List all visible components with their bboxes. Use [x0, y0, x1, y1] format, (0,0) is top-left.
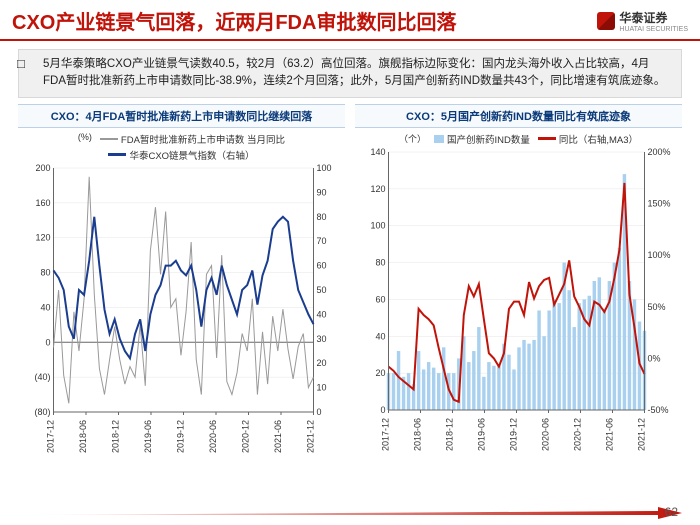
svg-text:90: 90	[317, 187, 327, 197]
svg-text:60: 60	[375, 294, 385, 304]
svg-text:20: 20	[375, 368, 385, 378]
svg-text:2020-12: 2020-12	[241, 420, 251, 453]
svg-text:2018-06: 2018-06	[78, 420, 88, 453]
summary-text: 5月华泰策略CXO产业链景气读数40.5，较2月（63.2）高位回落。旗舰指标边…	[29, 56, 671, 91]
svg-text:0: 0	[317, 407, 322, 417]
chart-right-title: CXO：5月国产创新药IND数量同比有筑底迹象	[355, 104, 682, 128]
svg-text:2020-12: 2020-12	[573, 418, 583, 451]
svg-text:2017-12: 2017-12	[46, 420, 56, 453]
chart-right-legend: （个） 国产创新药IND数量 同比（右轴,MA3）	[355, 132, 682, 146]
svg-text:2017-12: 2017-12	[381, 418, 391, 451]
legend-red: 同比（右轴,MA3）	[538, 132, 638, 146]
charts-row: CXO：4月FDA暂时批准新药上市申请数同比继续回落 (%) FDA暂时批准新药…	[0, 104, 700, 469]
svg-text:2020-06: 2020-06	[208, 420, 218, 453]
summary-box: 5月华泰策略CXO产业链景气读数40.5，较2月（63.2）高位回落。旗舰指标边…	[18, 49, 682, 98]
svg-text:50: 50	[317, 285, 327, 295]
y-right-unit: （个）	[399, 132, 426, 146]
page-number: 62	[665, 505, 678, 519]
svg-text:20: 20	[317, 358, 327, 368]
svg-text:2019-06: 2019-06	[143, 420, 153, 453]
svg-text:2018-12: 2018-12	[445, 418, 455, 451]
svg-text:10: 10	[317, 382, 327, 392]
svg-text:2019-12: 2019-12	[509, 418, 519, 451]
chart-left-legend2: 华泰CXO链景气指数（右轴）	[18, 148, 345, 162]
logo-text: 华泰证券	[619, 11, 667, 25]
svg-text:2021-12: 2021-12	[306, 420, 316, 453]
svg-text:2019-12: 2019-12	[176, 420, 186, 453]
svg-text:80: 80	[375, 257, 385, 267]
svg-text:100: 100	[370, 220, 385, 230]
svg-text:2021-12: 2021-12	[637, 418, 647, 451]
svg-text:40: 40	[375, 331, 385, 341]
svg-text:2020-06: 2020-06	[541, 418, 551, 451]
chart-left-legend: (%) FDA暂时批准新药上市申请数 当月同比	[18, 132, 345, 146]
svg-text:(40): (40)	[34, 372, 50, 382]
svg-text:2021-06: 2021-06	[605, 418, 615, 451]
svg-text:120: 120	[370, 183, 385, 193]
svg-text:30: 30	[317, 333, 327, 343]
svg-text:2018-06: 2018-06	[413, 418, 423, 451]
y-left-unit: (%)	[78, 132, 92, 146]
svg-text:40: 40	[317, 309, 327, 319]
svg-text:2018-12: 2018-12	[111, 420, 121, 453]
svg-text:120: 120	[35, 232, 50, 242]
title-bar: CXO产业链景气回落，近两月FDA审批数同比回落 华泰证券 HUATAI SEC…	[0, 0, 700, 41]
legend-bar: 国产创新药IND数量	[434, 132, 530, 146]
svg-text:0: 0	[380, 405, 385, 415]
svg-text:50%: 50%	[648, 301, 666, 311]
svg-text:100: 100	[317, 164, 332, 173]
footer-arrow	[18, 507, 682, 519]
svg-text:60: 60	[317, 260, 327, 270]
svg-text:100%: 100%	[648, 250, 671, 260]
svg-text:150%: 150%	[648, 198, 671, 208]
legend-gray: FDA暂时批准新药上市申请数 当月同比	[100, 132, 285, 146]
svg-text:-50%: -50%	[648, 405, 669, 415]
legend-blue: 华泰CXO链景气指数（右轴）	[108, 148, 254, 162]
svg-text:200%: 200%	[648, 148, 671, 157]
svg-text:160: 160	[35, 197, 50, 207]
brand-logo: 华泰证券 HUATAI SECURITIES	[597, 9, 688, 33]
chart-right-col: CXO：5月国产创新药IND数量同比有筑底迹象 （个） 国产创新药IND数量 同…	[355, 104, 682, 469]
logo-subtext: HUATAI SECURITIES	[619, 26, 688, 33]
svg-text:80: 80	[40, 267, 50, 277]
svg-text:(80): (80)	[34, 407, 50, 417]
chart-left-col: CXO：4月FDA暂时批准新药上市申请数同比继续回落 (%) FDA暂时批准新药…	[18, 104, 345, 469]
svg-text:70: 70	[317, 236, 327, 246]
chart-left-svg: (80) (40) 0 40 80 120 160 200 0 10 20 30 40 50 60 70 80 9…	[18, 164, 345, 464]
svg-text:0%: 0%	[648, 353, 661, 363]
svg-text:40: 40	[40, 302, 50, 312]
svg-text:0: 0	[45, 337, 50, 347]
svg-text:140: 140	[370, 148, 385, 157]
svg-text:200: 200	[35, 164, 50, 173]
chart-right-svg: 0 20 40 60 80 100 120 140 -50% 0% 50% 100% 150% 200% 2…	[355, 148, 682, 462]
chart-left-title: CXO：4月FDA暂时批准新药上市申请数同比继续回落	[18, 104, 345, 128]
svg-text:80: 80	[317, 211, 327, 221]
svg-text:2019-06: 2019-06	[477, 418, 487, 451]
logo-icon	[597, 12, 615, 30]
svg-text:2021-06: 2021-06	[273, 420, 283, 453]
page-title: CXO产业链景气回落，近两月FDA审批数同比回落	[12, 6, 597, 35]
